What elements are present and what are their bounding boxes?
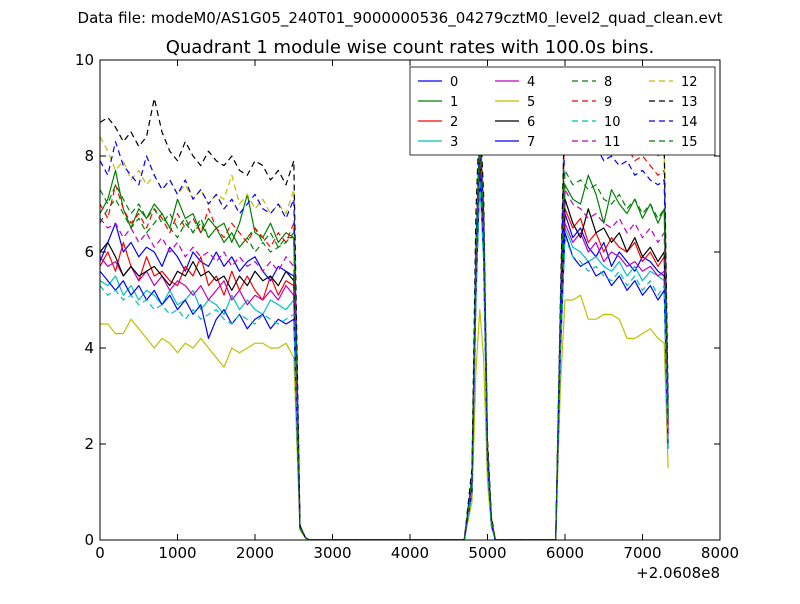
y-tick-label: 6	[84, 243, 94, 261]
series-line-12	[100, 92, 669, 540]
legend-label-10: 10	[604, 115, 621, 130]
x-tick-label: 2000	[236, 544, 274, 562]
legend-label-11: 11	[604, 135, 621, 150]
series-line-15	[100, 141, 669, 540]
legend-label-13: 13	[681, 95, 698, 110]
x-tick-label: 3000	[313, 544, 351, 562]
x-tick-label: 8000	[701, 544, 739, 562]
y-tick-label: 0	[84, 531, 94, 549]
legend-label-14: 14	[681, 115, 698, 130]
chart-title: Quadrant 1 module wise count rates with …	[166, 37, 655, 58]
legend-label-8: 8	[604, 75, 612, 90]
legend-label-12: 12	[681, 75, 698, 90]
legend-box	[409, 66, 716, 156]
series-line-3	[100, 165, 669, 540]
x-tick-label: 1000	[158, 544, 196, 562]
x-tick-label: 0	[95, 544, 105, 562]
series-line-6	[100, 150, 669, 540]
legend-label-5: 5	[527, 95, 535, 110]
y-tick-label: 8	[84, 147, 94, 165]
legend-label-7: 7	[527, 135, 535, 150]
y-tick-label: 10	[75, 51, 94, 69]
y-tick-label: 4	[84, 339, 94, 357]
series-line-5	[100, 294, 669, 540]
series-line-4	[100, 155, 669, 540]
x-tick-label: 6000	[546, 544, 584, 562]
series-line-1	[100, 141, 669, 540]
x-tick-label: 4000	[391, 544, 429, 562]
data-file-title: Data file: modeM0/AS1G05_240T01_90000005…	[77, 9, 723, 27]
legend-label-0: 0	[450, 75, 458, 90]
y-tick-label: 2	[84, 435, 94, 453]
series-line-9	[100, 107, 669, 540]
legend-label-6: 6	[527, 115, 535, 130]
legend-label-9: 9	[604, 95, 612, 110]
legend-label-2: 2	[450, 115, 458, 130]
series-line-14	[100, 126, 669, 540]
legend-label-3: 3	[450, 135, 458, 150]
x-tick-label: 5000	[468, 544, 506, 562]
x-offset-label: +2.0608e8	[636, 564, 720, 582]
x-tick-label: 7000	[623, 544, 661, 562]
legend-label-1: 1	[450, 95, 458, 110]
legend-label-4: 4	[527, 75, 535, 90]
legend-label-15: 15	[681, 135, 698, 150]
